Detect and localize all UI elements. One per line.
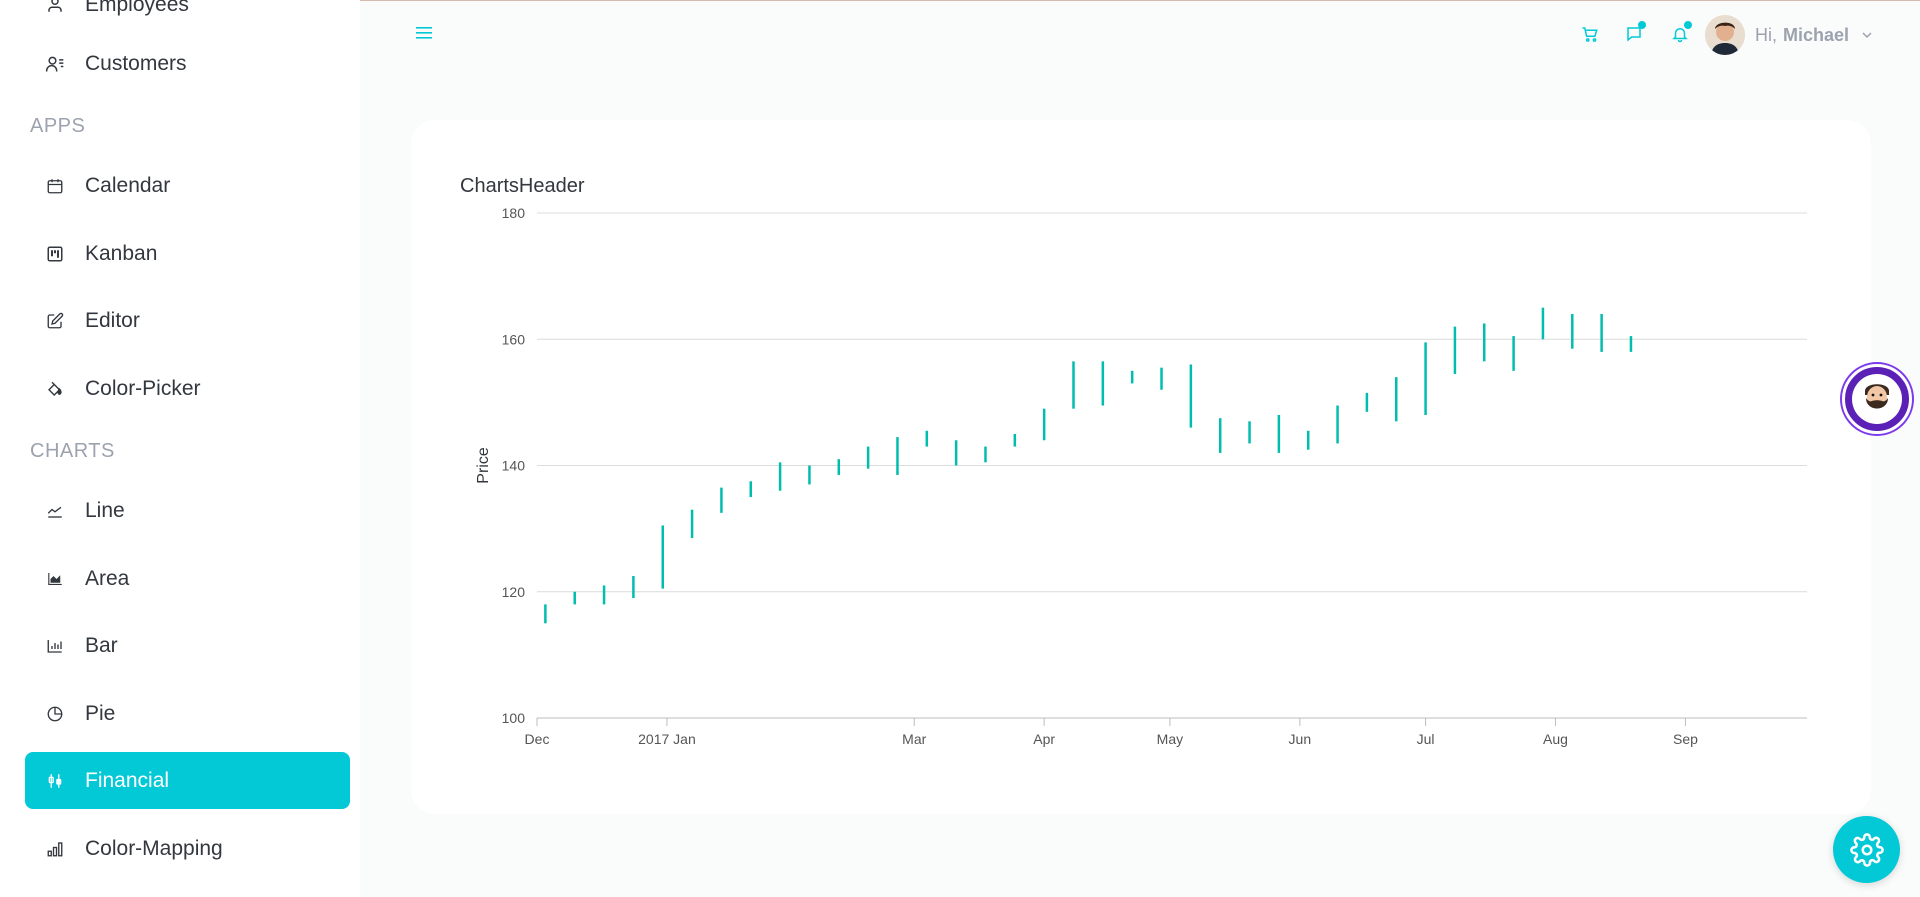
y-tick-label: 100 <box>502 710 526 726</box>
chart-card <box>411 120 1871 814</box>
sidebar-item-bar[interactable]: Bar <box>25 617 350 674</box>
sidebar-item-label: Editor <box>85 308 140 332</box>
assistant-avatar-button[interactable] <box>1842 364 1912 434</box>
x-tick-label: Jul <box>1417 731 1435 747</box>
chart-title: ChartsHeader <box>460 175 585 197</box>
sidebar: Employees Customers APPS Calendar Kanban… <box>0 0 360 897</box>
sidebar-item-financial[interactable]: Financial <box>25 752 350 809</box>
y-axis-label: Price <box>475 447 492 484</box>
bell-notification-dot <box>1684 21 1692 29</box>
sidebar-item-label: Calendar <box>85 173 171 197</box>
calendar-icon <box>25 177 85 195</box>
chat-icon[interactable] <box>1620 20 1648 48</box>
chat-notification-dot <box>1638 21 1646 29</box>
sidebar-item-label: Line <box>85 498 125 522</box>
avatar <box>1705 15 1745 55</box>
bearded-face-icon <box>1852 374 1902 424</box>
sidebar-item-kanban[interactable]: Kanban <box>25 225 350 282</box>
employees-icon <box>25 0 85 14</box>
x-tick-label: Jun <box>1289 731 1312 747</box>
x-tick-label: 2017 Jan <box>638 731 696 747</box>
greeting-text: Hi, <box>1755 24 1777 45</box>
section-apps: APPS <box>30 115 86 137</box>
paint-bucket-icon <box>25 380 85 398</box>
user-name: Michael <box>1783 24 1850 45</box>
x-tick-label: Apr <box>1033 731 1055 747</box>
sidebar-item-label: Bar <box>85 633 118 657</box>
sidebar-item-pie[interactable]: Pie <box>25 685 350 742</box>
hilo-chart: 100 120 140 160 180 Dec 2017 Jan Mar Apr May Jun Ju… <box>475 205 1807 747</box>
sidebar-item-label: Customers <box>85 51 187 75</box>
section-charts: CHARTS <box>30 440 115 462</box>
sidebar-item-editor[interactable]: Editor <box>25 292 350 349</box>
sidebar-item-customers[interactable]: Customers <box>25 35 350 92</box>
sidebar-item-color-mapping[interactable]: Color-Mapping <box>25 820 350 877</box>
cart-icon[interactable] <box>1576 20 1604 48</box>
sidebar-item-label: Color-Picker <box>85 376 201 400</box>
sidebar-item-calendar[interactable]: Calendar <box>25 157 350 214</box>
y-tick-label: 180 <box>502 205 526 221</box>
customers-icon <box>25 54 85 74</box>
bell-icon[interactable] <box>1666 20 1694 48</box>
sidebar-item-area[interactable]: Area <box>25 550 350 607</box>
x-tick-label: May <box>1157 731 1183 747</box>
x-tick-label: Mar <box>902 731 926 747</box>
pie-chart-icon <box>25 705 85 723</box>
x-tick-label: Sep <box>1673 731 1698 747</box>
area-chart-icon <box>25 570 85 588</box>
top-border <box>0 0 1920 1</box>
gear-icon <box>1849 832 1884 867</box>
x-tick-label: Aug <box>1543 731 1568 747</box>
menu-icon[interactable] <box>413 22 435 44</box>
kanban-icon <box>25 245 85 263</box>
editor-icon <box>25 312 85 330</box>
sidebar-item-label: Color-Mapping <box>85 836 223 860</box>
y-tick-label: 140 <box>502 458 526 474</box>
sidebar-item-label: Kanban <box>85 241 158 265</box>
chevron-down-icon <box>1861 29 1873 41</box>
bar-chart-icon <box>25 637 85 655</box>
financial-icon <box>25 772 85 790</box>
sidebar-item-label: Employees <box>85 0 189 16</box>
sidebar-item-color-picker[interactable]: Color-Picker <box>25 360 350 417</box>
sidebar-item-label: Area <box>85 566 130 590</box>
settings-button[interactable] <box>1833 816 1900 883</box>
sidebar-item-line[interactable]: Line <box>25 482 350 539</box>
y-tick-label: 160 <box>502 331 526 347</box>
user-profile[interactable]: Hi, Michael <box>1705 15 1873 55</box>
sidebar-item-label: Pie <box>85 701 116 725</box>
sidebar-item-label: Financial <box>85 768 170 792</box>
sidebar-item-employees[interactable]: Employees <box>25 0 350 33</box>
color-mapping-icon <box>25 840 85 858</box>
y-tick-label: 120 <box>502 584 526 600</box>
x-tick-label: Dec <box>525 731 550 747</box>
line-chart-icon <box>25 502 85 520</box>
